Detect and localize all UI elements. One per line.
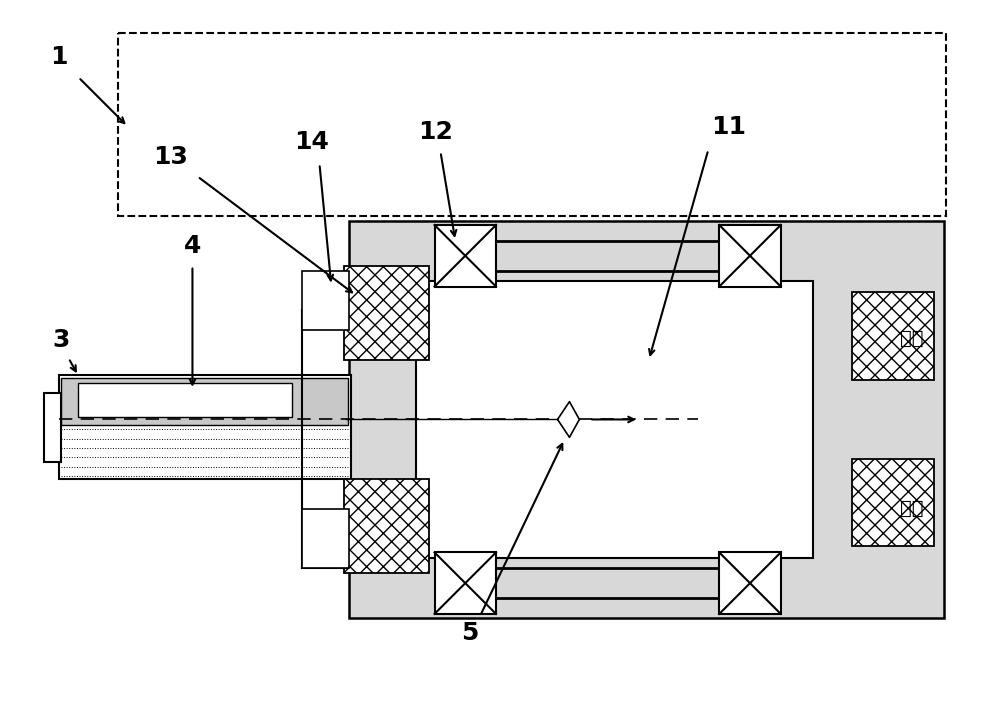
Text: 4: 4 [184,234,201,258]
Bar [416,280,813,558]
Bar [61,378,348,425]
Bar [118,32,946,216]
Bar [302,509,349,568]
Text: 1: 1 [50,45,67,70]
Bar [59,375,351,479]
Text: 11: 11 [711,115,746,138]
Text: 真空: 真空 [900,499,923,518]
Text: 3: 3 [53,328,70,352]
Bar [852,292,934,380]
Bar [344,479,429,573]
Text: 12: 12 [418,120,453,143]
Bar [435,553,496,614]
Bar [719,225,781,287]
Text: 13: 13 [153,145,188,169]
Polygon shape [558,401,579,437]
Bar [852,459,934,546]
Bar [344,266,429,360]
Bar [435,225,496,287]
Bar [44,393,61,462]
Bar [302,271,349,330]
Text: 真空: 真空 [900,328,923,347]
Bar [349,221,944,618]
Text: 14: 14 [294,129,329,154]
Bar [78,382,292,418]
Bar [719,553,781,614]
Text: 5: 5 [462,621,479,645]
